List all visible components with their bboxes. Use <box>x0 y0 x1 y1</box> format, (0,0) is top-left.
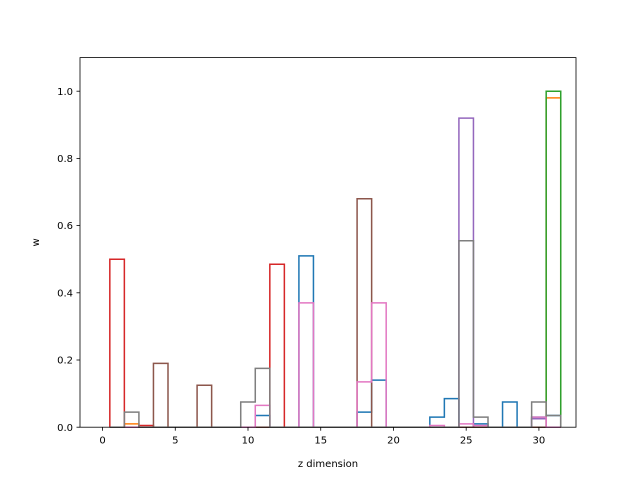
y-axis-ticks: 0.0 0.2 0.4 0.6 0.8 1.0 <box>57 87 80 434</box>
y-tick-label: 0.4 <box>57 288 73 299</box>
y-tick-label: 0.6 <box>57 221 73 232</box>
y-tick-label: 0.0 <box>57 423 73 434</box>
x-tick-label: 0 <box>99 436 105 447</box>
y-axis-label: w <box>31 238 42 246</box>
y-tick-label: 0.2 <box>57 356 73 367</box>
y-tick-label: 1.0 <box>57 87 73 98</box>
x-tick-label: 20 <box>387 436 400 447</box>
y-tick-label: 0.8 <box>57 154 73 165</box>
x-tick-label: 30 <box>533 436 546 447</box>
x-axis-ticks: 0 5 10 15 20 25 30 <box>99 427 545 447</box>
plot-area <box>80 57 576 428</box>
plot-frame <box>79 57 577 428</box>
x-axis-label: z dimension <box>298 459 358 470</box>
x-tick-label: 15 <box>314 436 327 447</box>
x-tick-label: 10 <box>242 436 255 447</box>
x-tick-label: 25 <box>460 436 473 447</box>
x-tick-label: 5 <box>172 436 178 447</box>
